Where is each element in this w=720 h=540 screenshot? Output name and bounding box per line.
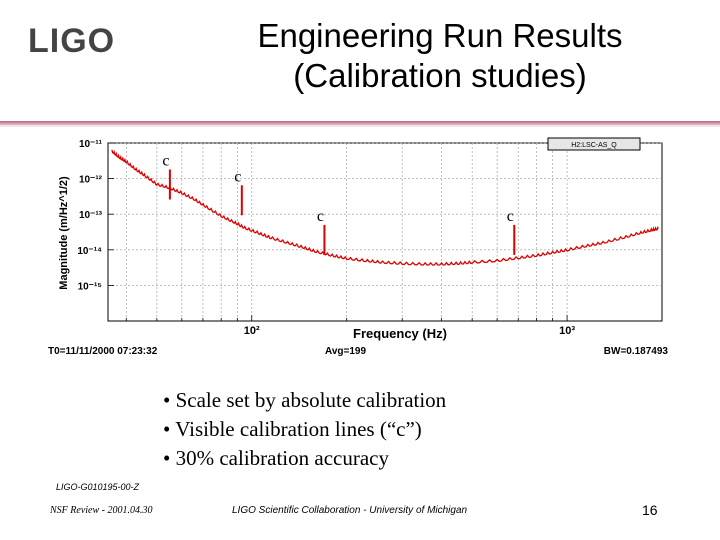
footer-review-date: NSF Review - 2001.04.30 (50, 505, 153, 516)
x-tick-label: 10³ (559, 325, 575, 337)
y-tick-label: 10⁻¹² (79, 175, 103, 186)
info-averages: Avg=199 (325, 346, 366, 357)
x-axis-label: Frequency (Hz) (353, 326, 447, 341)
calibration-lines: c c c c (162, 153, 516, 255)
slide-title: Engineering Run Results (Calibration stu… (160, 16, 720, 96)
bullet-item: • Scale set by absolute calibration (163, 388, 447, 412)
plot-frame (107, 142, 663, 322)
title-line-1: Engineering Run Results (257, 17, 623, 54)
info-bandwidth: BW=0.187493 (604, 346, 669, 357)
spectrum-line (111, 149, 660, 266)
chart-series (111, 149, 660, 266)
page-number: 16 (642, 502, 658, 518)
title-divider-shadow (0, 125, 720, 127)
calibration-label: c (507, 208, 514, 225)
calibration-label: c (234, 168, 241, 185)
bullet-list: • Scale set by absolute calibration • Vi… (163, 386, 446, 473)
y-axis-label: Magnitude (m/Hz^1/2) (58, 176, 70, 290)
ligo-logo: LIGO (28, 22, 116, 60)
title-line-2: (Calibration studies) (293, 57, 587, 94)
chart-ticks: 10⁻¹¹ 10⁻¹² 10⁻¹³ 10⁻¹⁴ 10⁻¹⁵ 10² 10³ (77, 139, 575, 337)
calibration-label: c (317, 208, 324, 225)
info-start-time: T0=11/11/2000 07:23:32 (48, 346, 158, 357)
legend-label: H2:LSC-AS_Q (571, 142, 617, 149)
spectrum-chart: 10⁻¹¹ 10⁻¹² 10⁻¹³ 10⁻¹⁴ 10⁻¹⁵ 10² 10³ c c c c H2:… (48, 137, 669, 357)
y-tick-label: 10⁻¹⁴ (77, 246, 102, 257)
footer-collaboration: LIGO Scientific Collaboration - Universi… (232, 505, 468, 516)
legend-box (547, 137, 641, 151)
x-tick-label: 10² (244, 325, 260, 337)
bullet-item: • 30% calibration accuracy (163, 446, 389, 470)
y-tick-label: 10⁻¹⁵ (78, 281, 103, 292)
document-id: LIGO-G010195-00-Z (56, 482, 140, 492)
bullet-item: • Visible calibration lines (“c”) (163, 417, 422, 441)
y-tick-label: 10⁻¹¹ (79, 139, 103, 150)
y-tick-label: 10⁻¹³ (79, 210, 103, 221)
calibration-label: c (162, 153, 169, 170)
title-divider (0, 121, 720, 125)
